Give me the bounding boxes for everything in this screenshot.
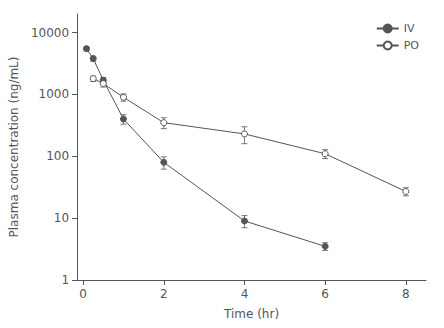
svg-text:8: 8 (402, 287, 410, 301)
svg-text:10: 10 (54, 211, 69, 225)
svg-text:10000: 10000 (31, 26, 69, 40)
svg-text:1000: 1000 (39, 87, 70, 101)
svg-text:IV: IV (404, 22, 415, 35)
svg-text:1: 1 (61, 273, 69, 287)
svg-text:100: 100 (46, 149, 69, 163)
svg-text:0: 0 (79, 287, 87, 301)
svg-text:4: 4 (241, 287, 249, 301)
svg-text:6: 6 (321, 287, 329, 301)
svg-text:2: 2 (160, 287, 168, 301)
svg-text:PO: PO (404, 39, 420, 52)
svg-text:Time (hr): Time (hr) (223, 307, 279, 321)
svg-text:Plasma concentration (ng/mL): Plasma concentration (ng/mL) (7, 57, 21, 238)
